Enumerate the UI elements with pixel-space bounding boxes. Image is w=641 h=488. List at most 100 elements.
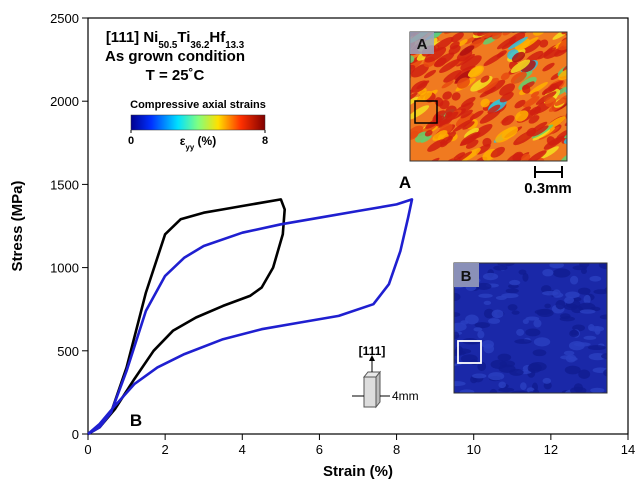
x-tick-label: 10	[466, 442, 480, 457]
texture	[579, 260, 589, 267]
texture	[583, 336, 596, 340]
texture	[477, 331, 484, 339]
texture	[560, 355, 573, 359]
texture	[519, 269, 527, 274]
x-tick-label: 4	[239, 442, 246, 457]
inset-label: B	[461, 268, 472, 285]
text-part: [111] Ni	[106, 29, 159, 46]
colorbar-axis-label: εyy (%)	[180, 134, 216, 152]
texture	[590, 388, 604, 393]
texture	[604, 287, 615, 294]
texture	[512, 311, 520, 315]
texture	[448, 381, 466, 386]
texture	[543, 378, 552, 384]
text-part: 50.5	[158, 40, 178, 51]
texture	[508, 304, 518, 311]
x-tick-label: 14	[621, 442, 635, 457]
colorbar-tick-label: 8	[262, 135, 268, 147]
colorbar	[131, 115, 265, 130]
texture	[473, 327, 482, 331]
texture	[460, 389, 475, 394]
texture	[580, 309, 596, 313]
texture	[482, 340, 494, 349]
texture	[588, 345, 606, 350]
texture	[594, 326, 600, 335]
texture	[509, 369, 523, 376]
texture	[488, 318, 500, 324]
texture	[478, 294, 493, 298]
inset-label: A	[417, 36, 428, 53]
texture	[532, 389, 539, 395]
x-tick-label: 2	[162, 442, 169, 457]
specimen-size: 4mm	[392, 389, 419, 403]
y-tick-label: 1000	[50, 261, 79, 276]
texture	[569, 330, 579, 337]
text-part: Hf	[209, 29, 226, 46]
chart: A 0.3mm B Compressive axial strains [111…	[0, 0, 641, 488]
texture	[484, 301, 492, 305]
texture	[489, 389, 497, 399]
x-tick-label: 8	[393, 442, 400, 457]
texture	[588, 324, 595, 331]
texture	[446, 359, 458, 364]
x-tick-label: 0	[84, 442, 91, 457]
texture	[475, 322, 490, 328]
texture	[455, 346, 463, 355]
texture	[537, 309, 554, 317]
texture	[555, 300, 565, 310]
texture	[492, 310, 504, 319]
subtitle: T = 25˚C	[146, 67, 205, 84]
texture	[452, 332, 459, 340]
texture	[570, 276, 578, 285]
texture	[465, 315, 479, 325]
data-line	[88, 199, 412, 434]
texture	[578, 288, 591, 295]
texture	[533, 349, 547, 356]
subtitle: As grown condition	[105, 48, 245, 65]
texture	[498, 354, 512, 361]
texture	[528, 363, 542, 373]
texture	[565, 366, 581, 375]
texture	[603, 369, 614, 377]
texture	[564, 351, 575, 356]
texture	[599, 261, 616, 270]
texture	[568, 24, 582, 37]
texture	[488, 372, 504, 380]
texture	[498, 388, 514, 392]
text-part: (%)	[194, 134, 216, 148]
texture	[514, 339, 531, 344]
specimen-direction: [111]	[359, 344, 386, 358]
texture	[520, 382, 527, 390]
colorbar-tick-label: 0	[128, 135, 134, 147]
texture	[553, 268, 571, 277]
annotation: B	[130, 411, 142, 430]
texture	[449, 293, 460, 301]
y-tick-label: 2000	[50, 94, 79, 109]
text-part: 13.3	[225, 40, 245, 51]
texture	[578, 370, 590, 379]
texture	[542, 269, 553, 276]
y-axis-label: Stress (MPa)	[9, 181, 26, 272]
scale-label: 0.3mm	[524, 180, 572, 197]
texture	[506, 288, 519, 293]
texture	[483, 273, 498, 280]
y-tick-label: 2500	[50, 11, 79, 26]
texture	[581, 268, 587, 274]
x-tick-label: 12	[544, 442, 558, 457]
texture	[450, 391, 456, 400]
y-tick-label: 0	[72, 427, 79, 442]
y-tick-label: 1500	[50, 177, 79, 192]
colorbar-label: Compressive axial strains	[130, 99, 266, 111]
texture	[509, 280, 520, 285]
y-tick-label: 500	[57, 344, 79, 359]
texture	[451, 323, 467, 331]
texture	[569, 341, 585, 350]
texture	[534, 337, 550, 346]
texture	[560, 22, 578, 36]
x-axis-label: Strain (%)	[323, 463, 393, 480]
annotation: A	[399, 173, 411, 192]
texture	[496, 296, 507, 300]
texture	[525, 316, 539, 320]
texture	[544, 304, 551, 309]
texture	[498, 381, 506, 388]
